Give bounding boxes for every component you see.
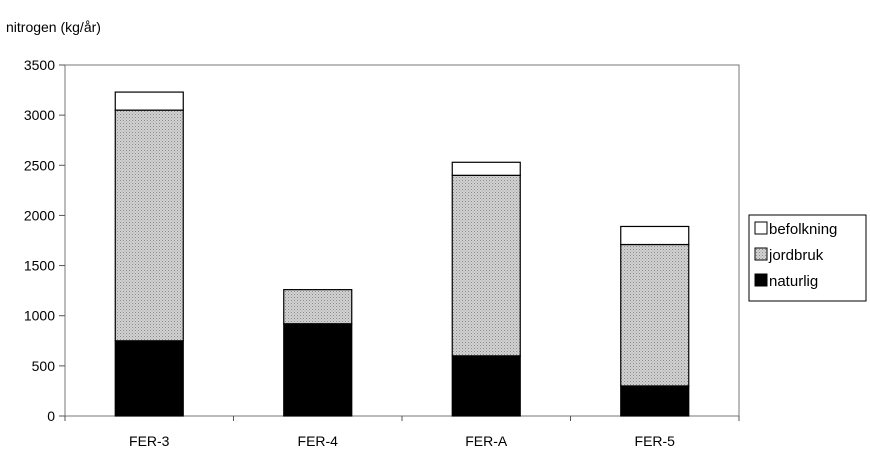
legend-label-naturlig: naturlig <box>769 273 818 290</box>
legend-swatch-befolkning <box>754 221 768 235</box>
bar-segment-naturlig <box>451 355 521 417</box>
bar-segment-befolkning <box>620 225 690 246</box>
x-axis: FER-3 FER-4 FER-A FER-5 <box>64 416 740 449</box>
bars <box>114 91 690 417</box>
y-tick-label: 0 <box>47 408 55 424</box>
y-tick-label: 500 <box>32 358 56 374</box>
bar-segment-jordbruk <box>451 174 521 357</box>
x-tick-label: FER-5 <box>635 433 676 449</box>
bar-segment-jordbruk <box>620 243 690 387</box>
y-tick-label: 2500 <box>24 157 55 173</box>
x-tick-label: FER-3 <box>129 433 170 449</box>
legend: befolkning jordbruk naturlig <box>748 214 867 302</box>
bar-segment-befolkning <box>451 161 521 176</box>
legend-swatch-naturlig <box>754 273 768 287</box>
bar-segment-naturlig <box>283 323 353 417</box>
legend-label-befolkning: befolkning <box>769 221 837 238</box>
y-tick-label: 3500 <box>24 57 55 73</box>
bar-segment-jordbruk <box>114 109 184 342</box>
y-tick-label: 2000 <box>24 207 55 223</box>
y-tick-label: 3000 <box>24 107 55 123</box>
bar-segment-befolkning <box>114 91 184 111</box>
x-tick-label: FER-A <box>465 433 508 449</box>
legend-swatch-jordbruk <box>754 247 768 261</box>
x-tick-label: FER-4 <box>298 433 339 449</box>
bar-segment-naturlig <box>114 340 184 417</box>
legend-box <box>748 214 867 302</box>
bar-segment-naturlig <box>620 385 690 417</box>
y-axis: 0 500 1000 1500 2000 2500 3000 3500 <box>24 57 65 424</box>
y-tick-label: 1000 <box>24 308 55 324</box>
y-tick-label: 1500 <box>24 258 55 274</box>
y-axis-label: nitrogen (kg/år) <box>6 19 101 35</box>
legend-label-jordbruk: jordbruk <box>768 247 824 264</box>
bar-segment-jordbruk <box>283 289 353 325</box>
